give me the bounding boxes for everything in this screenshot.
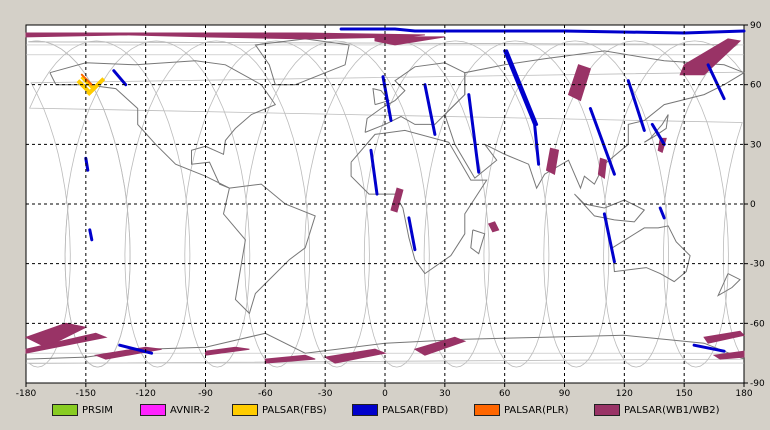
- coverage-swath: [423, 83, 437, 136]
- x-tick-label: 150: [676, 389, 693, 399]
- coverage-swath: [381, 75, 393, 122]
- coastline: [49, 60, 277, 189]
- coastline: [470, 229, 486, 255]
- coverage-swath: [602, 212, 616, 264]
- legend-item: PALSAR(FBS): [232, 402, 327, 418]
- coastline: [644, 114, 669, 143]
- legend-item: AVNIR-2: [140, 402, 210, 418]
- y-tick-label: 60: [750, 81, 762, 91]
- x-tick-label: 120: [616, 389, 633, 399]
- coverage-swath: [205, 346, 250, 356]
- orbit-track: [364, 40, 550, 368]
- legend-swatch: [352, 404, 378, 416]
- orbit-track: [544, 40, 729, 368]
- coverage-swath: [112, 69, 128, 87]
- y-tick-label: -30: [750, 260, 765, 270]
- legend-label: PALSAR(WB1/WB2): [624, 404, 720, 416]
- coverage-swath: [597, 157, 607, 179]
- coverage-swath: [703, 330, 745, 344]
- coastline: [372, 87, 390, 106]
- y-tick-label: -60: [750, 319, 765, 329]
- coverage-swath: [712, 350, 745, 360]
- coastline: [254, 38, 350, 86]
- x-tick-label: 0: [382, 389, 388, 399]
- coverage-swath: [80, 73, 93, 86]
- legend-label: PALSAR(FBD): [382, 404, 449, 416]
- x-tick-label: 30: [439, 389, 451, 399]
- coverage-swath: [706, 63, 726, 101]
- x-tick-label: 60: [499, 389, 511, 399]
- x-tick-label: -180: [16, 389, 37, 399]
- coverage-swath: [545, 147, 560, 175]
- orbit-track: [28, 40, 745, 368]
- y-tick-label: -90: [750, 379, 765, 389]
- coverage-swath: [692, 343, 726, 353]
- coastline: [222, 183, 316, 315]
- orbit-track: [424, 40, 610, 368]
- legend-swatch: [52, 404, 78, 416]
- orbit-track: [65, 40, 251, 368]
- x-tick-label: -60: [258, 389, 273, 399]
- coverage-swath: [650, 122, 666, 146]
- coverage-swath: [369, 148, 379, 196]
- coverage-swath: [505, 49, 539, 126]
- coverage-swath: [588, 107, 616, 176]
- legend-item: PALSAR(WB1/WB2): [594, 402, 720, 418]
- coverage-swath: [374, 36, 445, 46]
- orbit-track: [245, 40, 430, 368]
- coverage-swath: [626, 79, 646, 132]
- legend-swatch: [474, 404, 500, 416]
- y-tick-label: 90: [750, 21, 762, 31]
- legend-label: PRSIM: [82, 404, 113, 416]
- orbit-track: [484, 40, 670, 368]
- coastline: [717, 273, 741, 297]
- coverage-swath: [339, 27, 746, 35]
- orbit-track: [125, 40, 311, 368]
- coastline: [574, 193, 646, 223]
- x-tick-label: -90: [198, 389, 213, 399]
- x-tick-label: -30: [318, 389, 333, 399]
- x-tick-label: -120: [135, 389, 156, 399]
- coverage-map-chart: -180 -150 -120 -90 -60 -30 0 30 60 90 120 150 180 90 6…: [16, 21, 765, 399]
- coverage-swath: [567, 64, 592, 102]
- legend-swatch: [232, 404, 258, 416]
- x-tick-label: 90: [559, 389, 571, 399]
- legend-item: PALSAR(PLR): [474, 402, 568, 418]
- legend-swatch: [594, 404, 620, 416]
- legend-label: PALSAR(PLR): [504, 404, 569, 416]
- legend-swatch: [140, 404, 166, 416]
- map-background: [25, 24, 745, 384]
- coverage-swath: [487, 221, 500, 233]
- coastline: [350, 129, 488, 275]
- coverage-swath: [679, 38, 742, 76]
- legend-label: PALSAR(FBS): [262, 404, 327, 416]
- x-tick-label: 180: [735, 389, 752, 399]
- coverage-swath: [118, 343, 154, 355]
- coverage-swath: [390, 187, 404, 213]
- coverage-swath: [88, 228, 94, 242]
- coverage-swath: [467, 93, 481, 174]
- coverage-swath: [84, 156, 90, 172]
- orbit-track: [185, 40, 370, 368]
- coverage-swath: [658, 206, 666, 220]
- legend-item: PALSAR(FBD): [352, 402, 448, 418]
- coverage-swath: [407, 216, 417, 252]
- legend: PRSIM AVNIR-2 PALSAR(FBS) PALSAR(FBD) PALSAR…: [0, 402, 770, 422]
- coverage-swath: [86, 77, 106, 97]
- axis-ticks: -180 -150 -120 -90 -60 -30 0 30 60 90 120 150 180 90 6…: [16, 21, 765, 399]
- coverage-swath: [323, 348, 387, 364]
- y-tick-label: 30: [750, 140, 762, 150]
- coverage-swath: [503, 49, 541, 166]
- legend-item: PRSIM: [52, 402, 113, 418]
- y-tick-label: 0: [750, 200, 756, 210]
- orbit-track: [29, 40, 743, 368]
- observation-swaths: [24, 27, 746, 364]
- legend-label: AVNIR-2: [170, 404, 210, 416]
- coverage-swath: [413, 336, 467, 356]
- x-tick-label: -150: [76, 389, 97, 399]
